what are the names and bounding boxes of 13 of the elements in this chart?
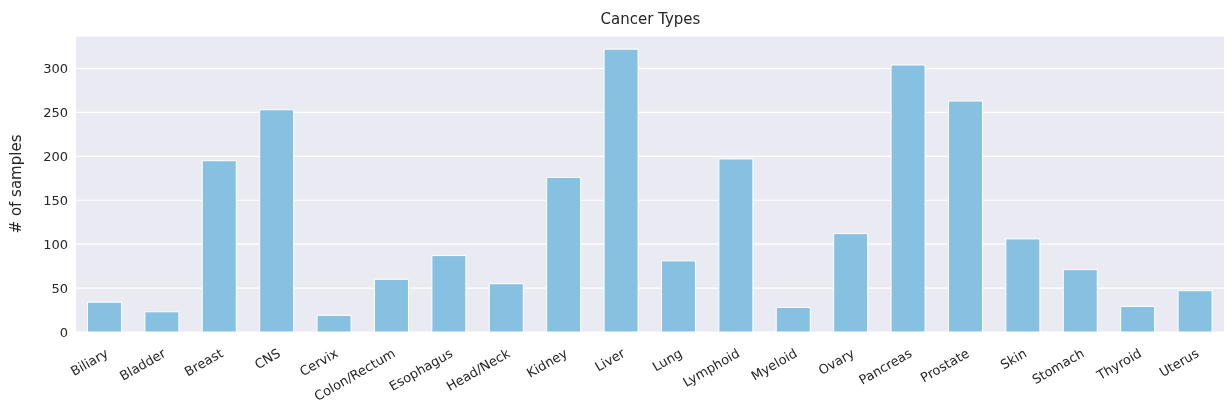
x-tick-label: CNS	[252, 345, 283, 373]
y-tick-label: 300	[43, 61, 68, 77]
y-tick-label: 250	[43, 105, 68, 121]
y-tick-label: 100	[43, 236, 68, 252]
x-tick-label: Lung	[649, 345, 685, 375]
y-tick-label: 0	[59, 324, 68, 340]
y-tick-label: 200	[43, 148, 68, 164]
y-axis-title: # of samples	[7, 134, 26, 234]
y-tick-label: 50	[51, 280, 68, 296]
x-tick-label: Liver	[592, 345, 628, 375]
chart-title: Cancer Types	[599, 9, 702, 30]
y-tick-label: 150	[43, 192, 68, 208]
x-tick-label: Skin	[997, 345, 1030, 373]
